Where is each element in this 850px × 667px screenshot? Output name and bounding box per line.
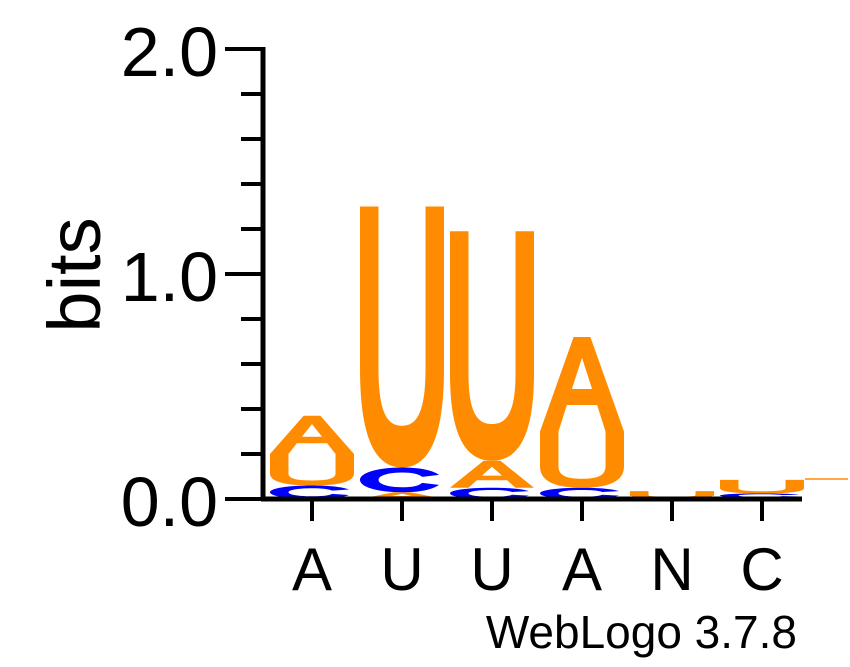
y-tick-label: 2.0: [121, 13, 218, 91]
letter-u-glyph: [540, 432, 624, 488]
letter-u-glyph: [720, 480, 804, 494]
letter-u-glyph: [360, 207, 444, 468]
letter-c-glyph: [360, 468, 439, 493]
x-tick-label: A: [562, 536, 602, 603]
letter-a-glyph: [540, 337, 624, 432]
y-tick-label: 1.0: [121, 238, 218, 316]
stack-position-4: [540, 337, 624, 499]
letter-a-glyph: [270, 416, 354, 454]
letter-stacks: [270, 207, 804, 500]
y-axis-label: bits: [33, 217, 116, 332]
letter-u-glyph: [450, 231, 534, 461]
letter-u-glyph: [270, 454, 354, 486]
x-tick-label: C: [740, 536, 783, 603]
stack-position-6: [720, 480, 804, 499]
footer-credit: WebLogo 3.7.8: [486, 606, 797, 658]
stack-position-3: [450, 231, 534, 499]
x-tick-label: U: [380, 536, 423, 603]
x-tick-label: N: [650, 536, 693, 603]
x-tick-label: A: [292, 536, 332, 603]
stack-position-1: [270, 416, 354, 499]
x-tick-label: U: [470, 536, 513, 603]
y-axis: 0.0 1.0 2.0: [121, 13, 263, 541]
y-tick-label: 0.0: [121, 463, 218, 541]
stack-position-2: [360, 207, 444, 500]
letter-a-glyph: [450, 461, 534, 488]
